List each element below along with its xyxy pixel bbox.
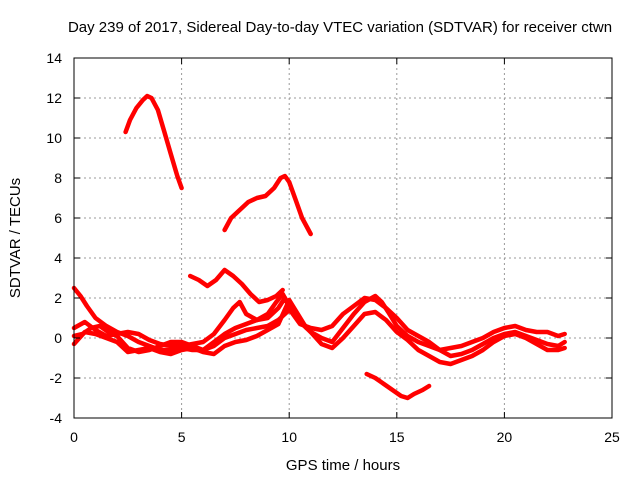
y-tick-label: 4: [54, 250, 62, 266]
series-arc-c: [187, 267, 285, 305]
y-tick-label: 2: [54, 290, 62, 306]
y-tick-label: -4: [50, 410, 63, 426]
x-tick-label: 5: [178, 429, 186, 445]
y-tick-label: 8: [54, 170, 62, 186]
y-tick-label: -2: [50, 370, 63, 386]
y-tick-label: 12: [46, 90, 62, 106]
series-arc-h: [364, 371, 432, 401]
x-tick-label: 10: [281, 429, 297, 445]
y-tick-label: 0: [54, 330, 62, 346]
y-tick-label: 6: [54, 210, 62, 226]
series-arc-a: [123, 93, 184, 191]
plot-frame: [73, 57, 613, 419]
axis-ticks: 0 5 10 15 20 25 -4 -2 0 2 4 6 8 10 12 14: [46, 50, 620, 445]
x-tick-label: 0: [70, 429, 78, 445]
chart-title: Day 239 of 2017, Sidereal Day-to-day VTE…: [68, 19, 612, 36]
x-tick-label: 15: [389, 429, 405, 445]
data-series: [71, 93, 567, 401]
series-arc-g: [71, 297, 309, 357]
series-arc-b: [222, 173, 313, 237]
x-axis-label: GPS time / hours: [286, 457, 400, 474]
y-axis-label: SDTVAR / TECUs: [7, 178, 24, 298]
y-tick-label: 14: [46, 50, 62, 66]
x-tick-label: 20: [497, 429, 513, 445]
grid-lines: [74, 58, 612, 418]
y-tick-label: 10: [46, 130, 62, 146]
x-tick-label: 25: [604, 429, 620, 445]
